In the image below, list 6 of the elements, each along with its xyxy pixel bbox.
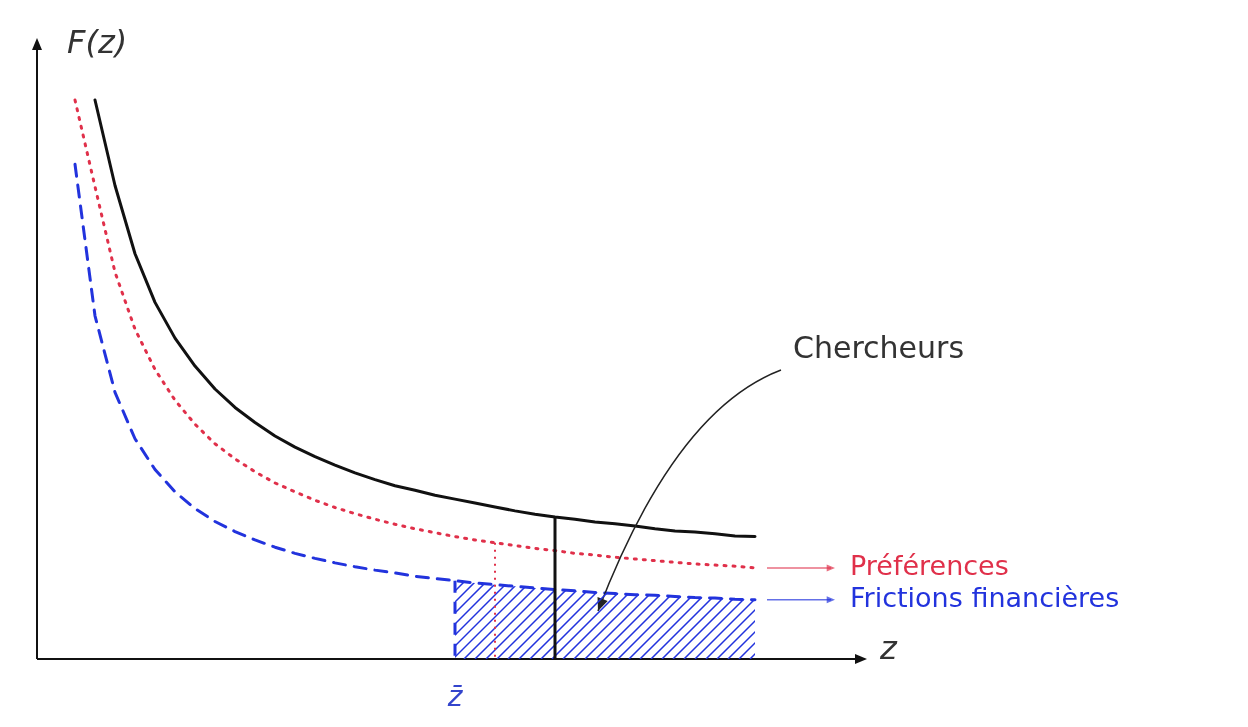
x-axis-title: z [879, 629, 898, 668]
text: z̄ [446, 680, 464, 714]
legend-label: Préférences [850, 549, 1009, 581]
y-axis-title: F(z) [67, 23, 128, 62]
legend-label: Frictions financières [850, 581, 1120, 613]
text: Chercheurs [793, 329, 965, 365]
